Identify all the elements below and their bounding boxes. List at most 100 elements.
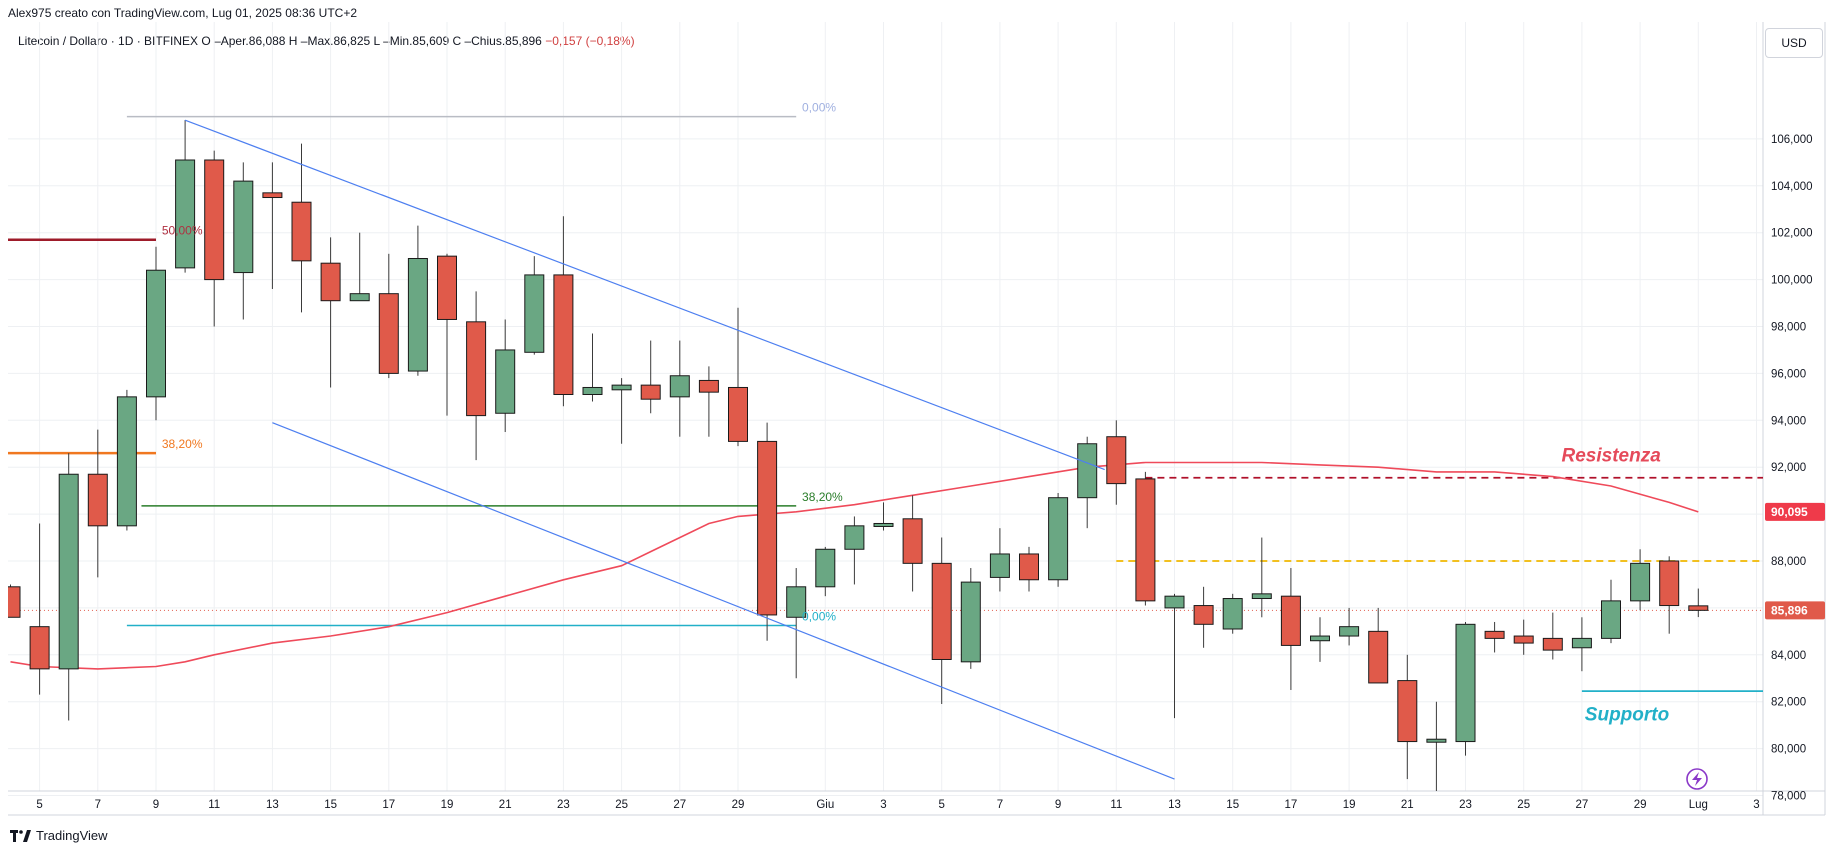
fib-50-left-label: 50,00% (162, 224, 203, 238)
candle[interactable] (1455, 621, 1476, 756)
candle[interactable] (1048, 492, 1069, 587)
time-tick-label: 27 (1576, 799, 1589, 811)
candle[interactable] (1106, 420, 1127, 505)
candle-body-up (582, 386, 603, 396)
candle[interactable] (466, 291, 487, 461)
candle[interactable] (757, 422, 778, 641)
candle[interactable] (873, 502, 894, 531)
lightning-icon[interactable] (1686, 768, 1708, 790)
candle[interactable] (175, 120, 196, 273)
candle[interactable] (378, 253, 399, 379)
lightning-icon-bolt (1692, 772, 1702, 786)
candle[interactable] (524, 256, 545, 355)
candle[interactable] (437, 253, 457, 416)
candle[interactable] (902, 495, 923, 592)
candle[interactable] (29, 523, 50, 695)
candle[interactable] (698, 366, 719, 437)
time-tick-label: 3 (880, 799, 886, 811)
candle[interactable] (1222, 593, 1243, 634)
candle[interactable] (989, 528, 1010, 592)
time-tick-label: Lug (1689, 799, 1708, 811)
price-tick-label: 78,000 (1771, 791, 1806, 803)
candle[interactable] (204, 150, 225, 327)
candle[interactable] (146, 246, 166, 421)
time-tick-label: 7 (997, 799, 1003, 811)
candle[interactable] (1542, 612, 1563, 660)
candles (1, 120, 1709, 831)
candle[interactable] (1571, 617, 1592, 672)
candle[interactable] (1193, 586, 1214, 648)
candle[interactable] (1513, 619, 1534, 655)
candle[interactable] (1601, 579, 1621, 644)
fib-0-top-label: 0,00% (802, 101, 836, 115)
price-tick-label: 98,000 (1771, 322, 1806, 334)
candle[interactable] (786, 568, 807, 679)
candle[interactable] (844, 516, 865, 585)
candle[interactable] (728, 307, 748, 447)
tradingview-logo[interactable]: TradingView (10, 828, 108, 843)
candle[interactable] (1077, 436, 1098, 529)
candle[interactable] (495, 319, 516, 433)
candle[interactable] (320, 237, 341, 388)
candle[interactable] (1019, 546, 1039, 592)
time-tick-label: 23 (1459, 799, 1472, 811)
candle[interactable] (1368, 607, 1389, 684)
candle-body-down (437, 255, 457, 320)
candle[interactable] (669, 340, 690, 437)
plot-area: 0,00% 50,00% 38,20% 38,20% 0,00% Resistenza Su… (1, 101, 1763, 831)
candle-body-down (1688, 605, 1709, 611)
candle-body-up (815, 548, 836, 588)
resistance-label: Resistenza (1562, 445, 1662, 466)
candle[interactable] (1659, 556, 1680, 634)
candle-body-up (524, 274, 545, 353)
candle[interactable] (640, 340, 661, 414)
candle[interactable] (1426, 701, 1447, 831)
candle-body-down (1659, 560, 1680, 607)
price-tick-label: 100,000 (1771, 275, 1813, 287)
price-axis[interactable]: 78,00080,00082,00084,00086,00088,00090,0… (1765, 134, 1825, 803)
candle[interactable] (407, 225, 428, 376)
candle[interactable] (1, 584, 21, 618)
trendline-0[interactable] (184, 119, 1105, 471)
candle[interactable] (611, 378, 632, 444)
candle[interactable] (116, 389, 137, 531)
candle-body-down (728, 386, 748, 442)
candle[interactable] (931, 537, 952, 705)
last-price-tag-text: 85,896 (1771, 603, 1808, 617)
currency-button[interactable]: USD (1765, 28, 1823, 58)
candle[interactable] (1339, 607, 1360, 646)
candle[interactable] (1484, 621, 1505, 653)
candle[interactable] (1251, 537, 1272, 618)
candle[interactable] (960, 568, 981, 669)
time-tick-label: 21 (499, 799, 512, 811)
candle-body-up (844, 525, 865, 550)
candle[interactable] (553, 216, 574, 407)
time-tick-label: 9 (1055, 799, 1061, 811)
candle[interactable] (233, 162, 254, 320)
symbol-ohlc-legend[interactable]: Litecoin / Dollaro · 1D · BITFINEX O ‒Ap… (18, 34, 635, 48)
candle[interactable] (291, 143, 312, 313)
candle[interactable] (1688, 588, 1709, 618)
candle-body-up (495, 349, 516, 414)
candle[interactable] (1310, 617, 1330, 662)
candle-body-up (786, 586, 807, 618)
candle[interactable] (1135, 471, 1156, 606)
candle-body-down (757, 440, 778, 616)
candle[interactable] (349, 232, 370, 302)
candle[interactable] (582, 333, 603, 402)
price-tick-label: 92,000 (1771, 462, 1806, 474)
candle[interactable] (1630, 549, 1651, 611)
candle[interactable] (58, 453, 79, 721)
candle[interactable] (815, 546, 836, 597)
trendline-1[interactable] (272, 422, 1175, 780)
candle[interactable] (1397, 654, 1418, 780)
last-price-tag-bg (1765, 601, 1825, 620)
candle-body-up (349, 293, 370, 302)
price-tick-label: 88,000 (1771, 556, 1806, 568)
candle[interactable] (87, 429, 108, 578)
candle[interactable] (1280, 568, 1301, 690)
candle[interactable] (262, 162, 283, 289)
candle[interactable] (1164, 593, 1185, 719)
time-axis[interactable]: 5 7 9 11 13 15 17 19 21 23 25 27 29 Giu 3 5 7 9 11 13 15 17 19… (36, 799, 1759, 811)
